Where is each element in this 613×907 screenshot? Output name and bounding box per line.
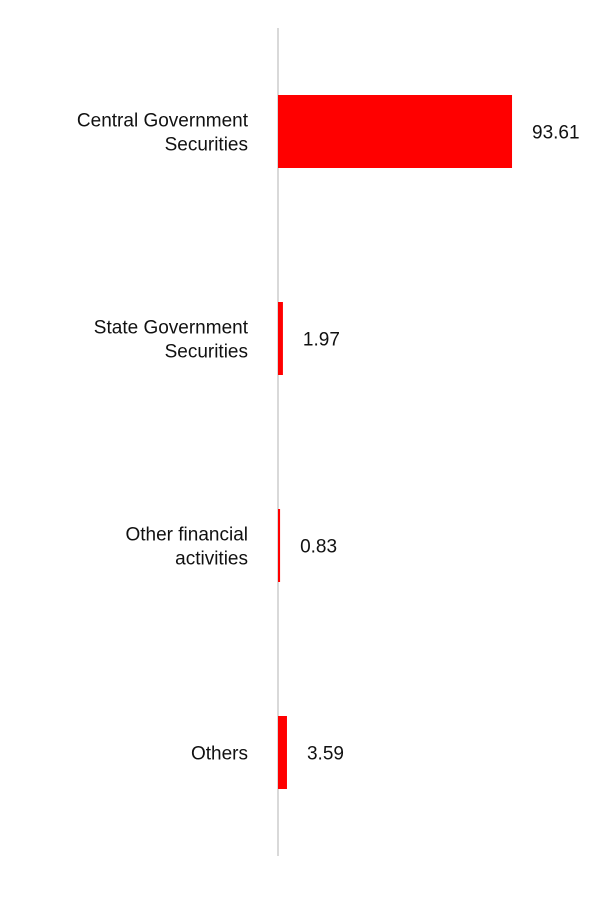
category-label-2: State Government Securities xyxy=(94,318,249,363)
bar-4 xyxy=(278,716,287,789)
bar-3 xyxy=(278,509,281,582)
category-label-3: Other financial activities xyxy=(125,525,248,570)
bar-1 xyxy=(278,95,513,168)
category-label-1: Central Government Securities xyxy=(77,111,249,156)
value-label-2: 1.97 xyxy=(303,330,340,351)
bar-2 xyxy=(278,302,283,375)
value-label-4: 3.59 xyxy=(307,744,344,765)
value-label-3: 0.83 xyxy=(300,537,337,558)
value-label-1: 93.61 xyxy=(532,123,580,144)
category-label-4: Others xyxy=(191,744,248,765)
